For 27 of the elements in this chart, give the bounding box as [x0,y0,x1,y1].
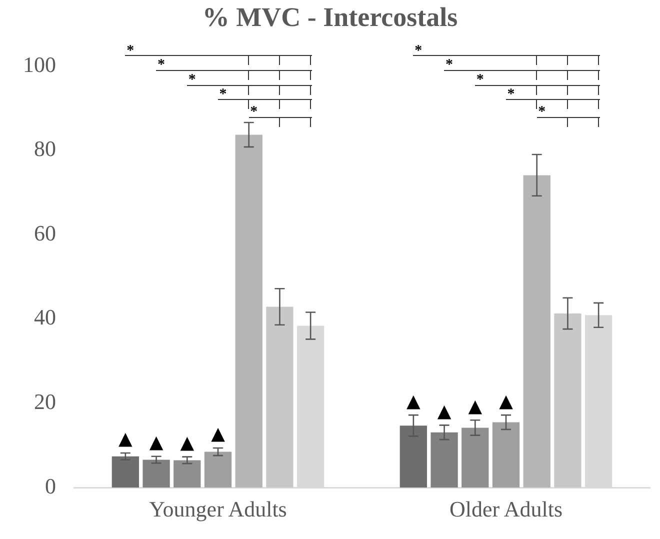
annotation: ▲ [180,432,194,454]
annotation: ▲ [118,428,133,450]
annotation: * [476,72,484,88]
y-tick-label: 20 [34,389,56,414]
x-tick-label: Older Adults [449,496,563,522]
y-tick-label: 40 [34,304,56,330]
y-tick-label: 80 [34,136,56,162]
annotation: ▲ [499,390,514,412]
y-tick-label: 100 [23,52,56,77]
y-tick-label: 60 [34,220,56,246]
annotation: ▲ [406,390,421,412]
text: * [414,42,422,59]
chart-title: % MVC - Intercostals [201,2,459,33]
annotation: ▲ [211,424,226,445]
annotation: ▲ [468,396,482,417]
annotation: * [188,72,196,88]
x-tick-label: Younger Adults [149,496,287,522]
annotation: ▲ [437,400,452,422]
annotation: * [250,104,258,120]
annotation: * [507,86,515,102]
annotation: * [219,86,227,102]
annotation: ▲ [149,432,164,454]
annotation: * [538,104,546,120]
annotation: * [446,57,454,74]
y-tick-label: 0 [45,473,56,498]
annotation: * [158,57,166,74]
text: * [126,42,134,59]
